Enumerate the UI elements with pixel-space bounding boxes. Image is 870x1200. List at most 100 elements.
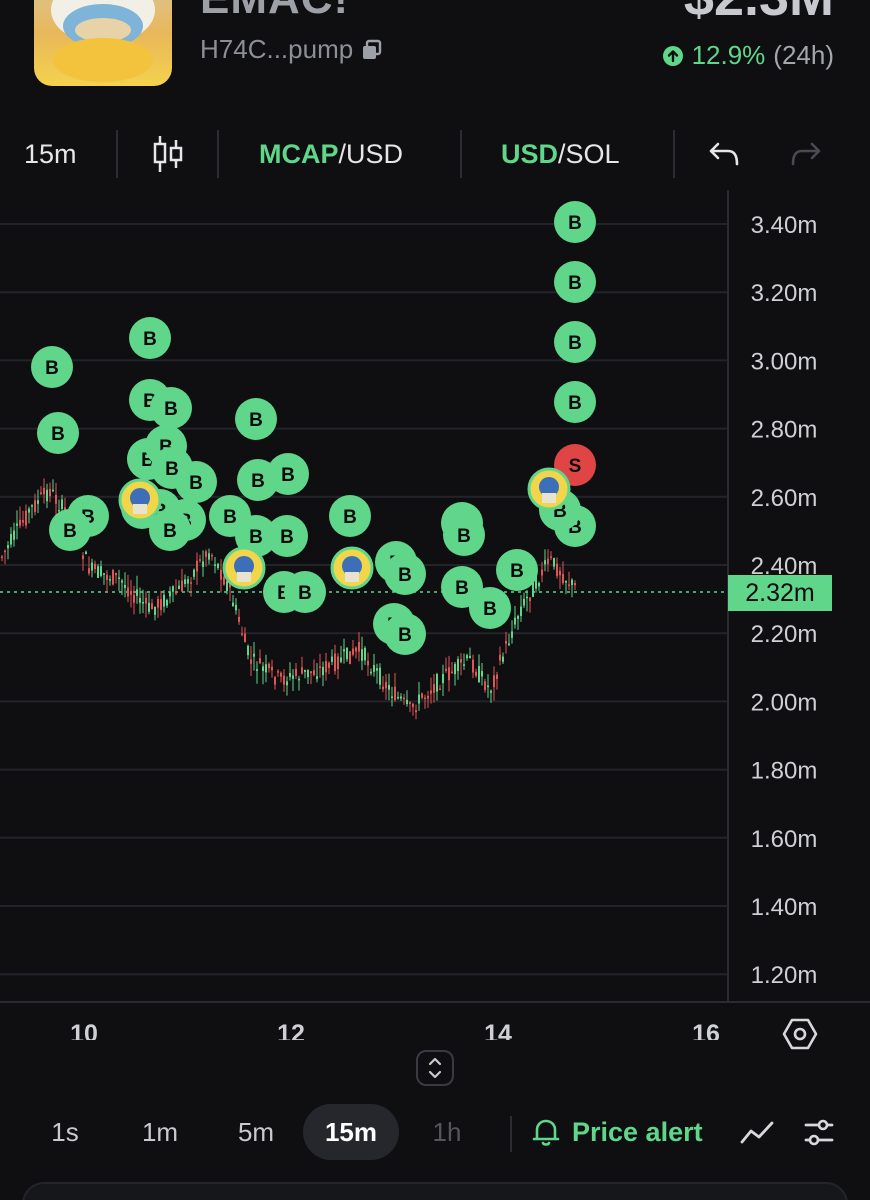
candle-body bbox=[538, 582, 540, 587]
candle-body bbox=[196, 560, 198, 572]
interval-5m[interactable]: 5m bbox=[237, 1116, 275, 1147]
x-axis-tick: 14 bbox=[484, 1020, 512, 1040]
chart-resize-handle[interactable] bbox=[416, 1050, 454, 1086]
price-alert-button[interactable]: Price alert bbox=[532, 1104, 703, 1160]
candle-body bbox=[31, 505, 33, 507]
interval-1m[interactable]: 1m bbox=[141, 1116, 179, 1147]
candle-body bbox=[337, 656, 339, 670]
buy-marker[interactable]: B bbox=[496, 549, 538, 591]
candle-body bbox=[241, 633, 243, 636]
usd-sol-toggle[interactable]: USD/SOL bbox=[501, 128, 620, 180]
interval-1h[interactable]: 1h bbox=[432, 1116, 462, 1147]
buy-marker[interactable]: B bbox=[554, 321, 596, 363]
candle-body bbox=[391, 696, 393, 699]
bottom-panel[interactable] bbox=[22, 1182, 848, 1200]
candle-body bbox=[481, 671, 483, 677]
indicator-line-icon[interactable] bbox=[740, 1116, 774, 1150]
candle-body bbox=[472, 659, 474, 673]
buy-marker[interactable]: B bbox=[175, 461, 217, 503]
buy-marker[interactable]: B bbox=[266, 515, 308, 557]
candle-body bbox=[424, 697, 426, 699]
svg-text:S: S bbox=[569, 456, 582, 477]
dev-avatar-marker[interactable] bbox=[527, 467, 571, 511]
buy-marker[interactable]: B bbox=[49, 509, 91, 551]
sliders-icon[interactable] bbox=[802, 1116, 836, 1150]
candle-body bbox=[85, 551, 87, 555]
candle-body bbox=[565, 581, 567, 583]
buy-marker[interactable]: B bbox=[443, 514, 485, 556]
x-axis-tick: 16 bbox=[692, 1020, 720, 1040]
buy-marker[interactable]: B bbox=[384, 553, 426, 595]
buy-marker[interactable]: B bbox=[284, 571, 326, 613]
price-chart[interactable]: BBBBBBBBBBBBBBBBBBBBBBBBBBBBBBBBBBBBBBBS… bbox=[0, 190, 870, 1040]
candle-body bbox=[178, 585, 180, 589]
candle-body bbox=[283, 675, 285, 685]
mcap-unit: /USD bbox=[338, 138, 404, 169]
dev-avatar-marker[interactable] bbox=[118, 478, 162, 522]
candle-body bbox=[142, 601, 144, 604]
candle-body bbox=[376, 668, 378, 671]
token-address[interactable]: H74C...pump bbox=[200, 34, 383, 65]
mcap-label: MCAP bbox=[259, 138, 339, 169]
candle-body bbox=[331, 656, 333, 662]
buy-marker[interactable]: B bbox=[554, 381, 596, 423]
candle-body bbox=[403, 697, 405, 700]
y-axis-tick: 1.20m bbox=[751, 962, 818, 989]
buy-marker[interactable]: B bbox=[31, 346, 73, 388]
candle-body bbox=[199, 559, 201, 561]
dev-avatar-marker[interactable] bbox=[330, 546, 374, 590]
interval-15m[interactable]: 15m bbox=[303, 1104, 399, 1160]
mcap-usd-toggle[interactable]: MCAP/USD bbox=[259, 128, 403, 180]
token-name: EMAC! bbox=[200, 0, 349, 24]
candle-body bbox=[511, 631, 513, 638]
candle-body bbox=[529, 597, 531, 602]
buy-marker[interactable]: B bbox=[329, 495, 371, 537]
copy-icon[interactable] bbox=[361, 39, 383, 61]
candle-body bbox=[181, 580, 183, 592]
buy-marker[interactable]: B bbox=[235, 398, 277, 440]
candle-body bbox=[292, 675, 294, 679]
candle-body bbox=[277, 671, 279, 673]
candle-body bbox=[523, 598, 525, 606]
candle-body bbox=[265, 664, 267, 673]
candle-body bbox=[451, 671, 453, 673]
candle-body bbox=[535, 574, 537, 589]
y-axis-tick: 3.20m bbox=[751, 280, 818, 307]
buy-marker[interactable]: B bbox=[149, 509, 191, 551]
buy-marker[interactable]: B bbox=[267, 453, 309, 495]
timeframe-selector[interactable]: 15m bbox=[24, 138, 77, 169]
candle-body bbox=[247, 645, 249, 656]
svg-text:B: B bbox=[398, 625, 412, 646]
buy-marker[interactable]: B bbox=[384, 613, 426, 655]
svg-text:B: B bbox=[63, 521, 77, 542]
buy-marker[interactable]: B bbox=[469, 587, 511, 629]
candle-body bbox=[268, 663, 270, 669]
redo-button[interactable] bbox=[790, 128, 822, 180]
toolbar-divider bbox=[116, 130, 118, 178]
chart-canvas[interactable]: BBBBBBBBBBBBBBBBBBBBBBBBBBBBBBBBBBBBBBBS… bbox=[0, 190, 870, 1040]
candle-body bbox=[235, 604, 237, 611]
candle-body bbox=[520, 606, 522, 616]
x-axis-tick: 12 bbox=[277, 1020, 305, 1040]
candle-body bbox=[466, 655, 468, 659]
buy-marker[interactable]: B bbox=[37, 412, 79, 454]
candle-body bbox=[445, 668, 447, 671]
svg-text:B: B bbox=[251, 471, 265, 492]
chart-settings-icon[interactable] bbox=[782, 1016, 818, 1052]
buy-marker[interactable]: B bbox=[554, 261, 596, 303]
undo-button[interactable] bbox=[708, 128, 740, 180]
candle-body bbox=[256, 669, 258, 671]
buy-marker[interactable]: B bbox=[554, 201, 596, 243]
interval-1s[interactable]: 1s bbox=[51, 1116, 79, 1147]
candle-body bbox=[229, 581, 231, 588]
y-axis-tick: 2.60m bbox=[751, 485, 818, 512]
candle-body bbox=[211, 555, 213, 557]
buy-marker[interactable]: B bbox=[150, 387, 192, 429]
candlestick-type-button[interactable] bbox=[152, 128, 184, 180]
dev-avatar-marker[interactable] bbox=[222, 546, 266, 590]
buy-marker[interactable]: B bbox=[129, 317, 171, 359]
buy-marker[interactable]: B bbox=[235, 515, 277, 557]
candle-body bbox=[325, 661, 327, 673]
candle-body bbox=[118, 577, 120, 579]
candle-body bbox=[514, 617, 516, 625]
